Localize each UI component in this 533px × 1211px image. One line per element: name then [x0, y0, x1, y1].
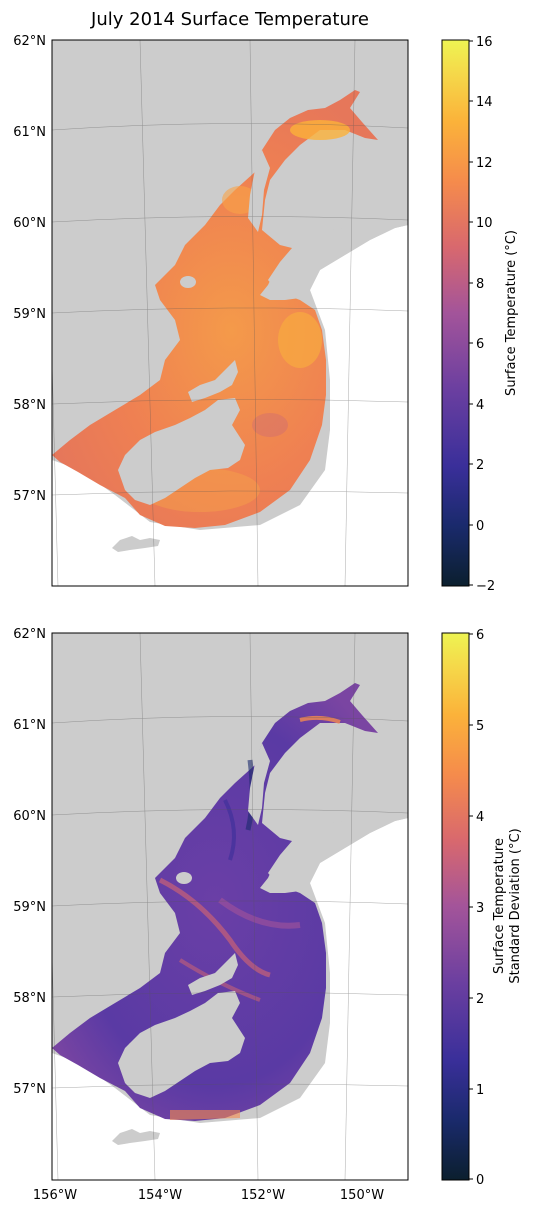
lat-label: 59°N [13, 900, 46, 915]
kenai-peninsula [260, 212, 408, 300]
colorbar-tick-label: 16 [476, 35, 493, 50]
colorbar-tick-label: 4 [476, 398, 484, 413]
lat-label: 59°N [13, 307, 46, 322]
lat-labels: 62°N 61°N 60°N 59°N 58°N 57°N [13, 34, 46, 504]
lon-labels: 156°W 154°W 152°W 150°W [33, 1188, 384, 1203]
colorbar-tick-label: −2 [476, 579, 495, 594]
warm-patch [278, 312, 322, 368]
gulf-ocean [310, 818, 408, 1033]
low-std-streak [223, 799, 236, 861]
colorbar-label: Surface Temperature (°C) [504, 230, 519, 396]
high-std-streak [218, 897, 301, 929]
lon-label: 150°W [340, 1188, 384, 1203]
island [112, 536, 160, 552]
island [180, 276, 196, 288]
lat-label: 61°N [13, 125, 46, 140]
colorbar-tick-label: 6 [476, 337, 484, 352]
gulf-ocean [310, 225, 408, 440]
colorbar-tick-label: 3 [476, 901, 484, 916]
water-temperature-field [52, 90, 378, 528]
colorbar-tick-label: 0 [476, 1173, 484, 1188]
map-panel-temperature: 62°N 61°N 60°N 59°N 58°N 57°N 16 14 [13, 34, 519, 594]
high-std-patch [170, 1110, 240, 1120]
map-frame [51, 632, 409, 1181]
lon-label: 152°W [241, 1188, 285, 1203]
colorbar [441, 39, 470, 587]
colorbar-temperature: 16 14 12 10 8 6 4 2 0 −2 Surface Tempera… [441, 35, 519, 594]
colorbar-label-line1: Surface Temperature [492, 838, 507, 974]
lat-labels: 62°N 61°N 60°N 59°N 58°N 57°N [13, 627, 46, 1097]
lon-label: 156°W [33, 1188, 77, 1203]
map-frame [51, 39, 409, 587]
lat-label: 62°N [13, 34, 46, 49]
afognak-island [188, 953, 238, 995]
lon-label: 154°W [138, 1188, 182, 1203]
colorbar-tick-label: 14 [476, 95, 493, 110]
water-std-field [52, 683, 378, 1121]
graticule [52, 633, 408, 1180]
map-panel-std-deviation: 62°N 61°N 60°N 59°N 58°N 57°N 156°W 154°… [13, 627, 523, 1203]
colorbar [441, 632, 470, 1181]
lat-label: 57°N [13, 1082, 46, 1097]
island [112, 1129, 160, 1145]
colorbar-label-line2: Standard Deviation (°C) [508, 828, 523, 983]
colorbar-tick-label: 2 [476, 992, 484, 1007]
open-ocean [52, 380, 408, 586]
colorbar-tick-label: 8 [476, 277, 484, 292]
high-std-streak [299, 715, 341, 724]
colorbar-tick-label: 4 [476, 810, 484, 825]
lat-label: 58°N [13, 398, 46, 413]
lat-label: 60°N [13, 216, 46, 231]
lat-label: 60°N [13, 809, 46, 824]
colorbar-tick-label: 1 [476, 1083, 484, 1098]
upper-inlet-land [248, 743, 270, 825]
kenai-peninsula [260, 805, 408, 893]
upper-inlet-land [248, 150, 270, 232]
colorbar-ticks: 16 14 12 10 8 6 4 2 0 −2 [469, 35, 495, 594]
lat-label: 57°N [13, 489, 46, 504]
lat-label: 61°N [13, 718, 46, 733]
colorbar-tick-label: 10 [476, 216, 493, 231]
kodiak-island [118, 991, 245, 1098]
graticule [52, 40, 408, 586]
warm-patch [290, 120, 350, 140]
colorbar-tick-label: 2 [476, 458, 484, 473]
colorbar-ticks: 6 5 4 3 2 1 0 [469, 628, 484, 1188]
open-ocean [52, 973, 408, 1180]
chart-title: July 2014 Surface Temperature [90, 9, 369, 30]
colorbar-tick-label: 6 [476, 628, 484, 643]
afognak-island [188, 360, 238, 402]
cool-patch [252, 413, 288, 437]
kodiak-island [118, 398, 245, 505]
lat-label: 58°N [13, 991, 46, 1006]
colorbar-std-deviation: 6 5 4 3 2 1 0 Surface Temperature Standa… [441, 628, 523, 1188]
colorbar-tick-label: 5 [476, 719, 484, 734]
island [176, 872, 192, 884]
colorbar-tick-label: 0 [476, 519, 484, 534]
high-std-streak [158, 877, 271, 978]
lat-label: 62°N [13, 627, 46, 642]
colorbar-tick-label: 12 [476, 156, 493, 171]
